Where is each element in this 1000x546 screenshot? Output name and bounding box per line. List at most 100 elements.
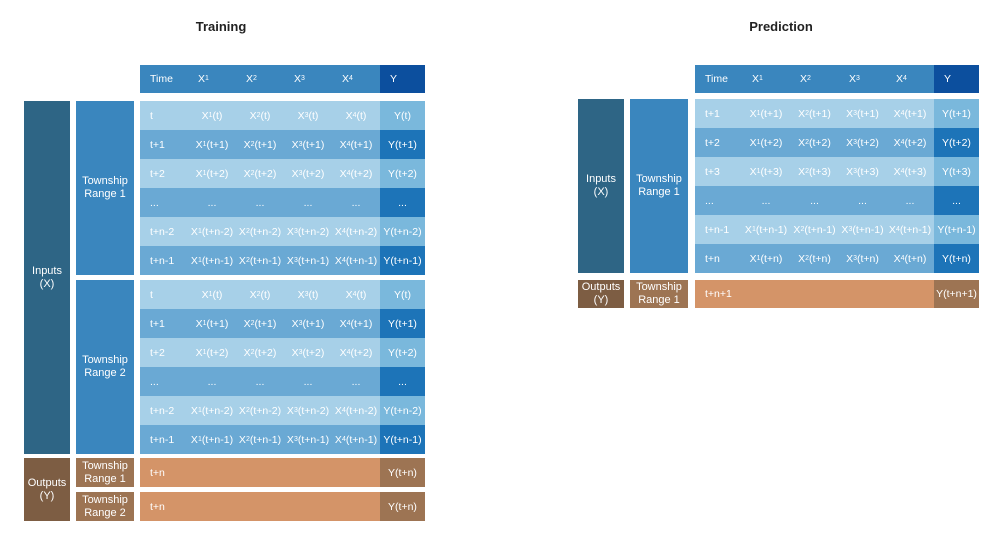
prediction-output-range-0: Township Range 1 [630, 280, 688, 308]
training-r1-row0-col5: Y(t) [380, 280, 425, 309]
prediction-r0-row3-col2: ... [790, 186, 839, 215]
prediction-r0-row4-col0: t+n-1 [695, 215, 742, 244]
prediction-r0-row5-col0: t+n [695, 244, 742, 273]
prediction-r0-row2-col4: X 4 (t+3) [886, 157, 934, 186]
training-r1-row3-col1: ... [188, 367, 236, 396]
prediction-r0-row3-col4: ... [886, 186, 934, 215]
training-r0-row2-col3: X 3 (t+2) [284, 159, 332, 188]
training-r0-row5-col2: X 2 (t+n-1) [236, 246, 284, 275]
prediction-r0-row2-col0: t+3 [695, 157, 742, 186]
training-r1-row3-col5: ... [380, 367, 425, 396]
prediction-r0-row2-col5: Y(t+3) [934, 157, 979, 186]
training-r0-row3-col2: ... [236, 188, 284, 217]
prediction-r0-row1-col3: X 3 (t+2) [839, 128, 886, 157]
training-r1-row2-col1: X 1 (t+2) [188, 338, 236, 367]
training-r1-row2-col4: X 4 (t+2) [332, 338, 380, 367]
prediction-r0-row2-col2: X 2 (t+3) [790, 157, 839, 186]
training-r1-row0-col0: t [140, 280, 188, 309]
prediction-r0-row0-col3: X 3 (t+1) [839, 99, 886, 128]
prediction-r0-row3-col1: ... [742, 186, 790, 215]
training-r0-row4-col5: Y(t+n-2) [380, 217, 425, 246]
prediction-r0-row1-col4: X 4 (t+2) [886, 128, 934, 157]
training-r1-row3-col0: ... [140, 367, 188, 396]
training-r1-row5-col3: X 3 (t+n-1) [284, 425, 332, 454]
training-r1-row1-col1: X 1 (t+1) [188, 309, 236, 338]
training-output-range-1: Township Range 2 [76, 492, 134, 521]
training-r0-row1-col1: X 1 (t+1) [188, 130, 236, 159]
training-r0-row4-col4: X 4 (t+n-2) [332, 217, 380, 246]
training-r0-row3-col5: ... [380, 188, 425, 217]
training-r0-row1-col3: X 3 (t+1) [284, 130, 332, 159]
prediction-title: Prediction [749, 19, 813, 34]
training-r1-row4-col2: X 2 (t+n-2) [236, 396, 284, 425]
prediction-r0-row0-col2: X 2 (t+1) [790, 99, 839, 128]
prediction-r0-row0-col4: X 4 (t+1) [886, 99, 934, 128]
prediction-range-label-0: Township Range 1 [630, 99, 688, 273]
training-r1-row4-col5: Y(t+n-2) [380, 396, 425, 425]
training-header-5: Y [380, 65, 425, 93]
training-r0-row3-col3: ... [284, 188, 332, 217]
training-r1-row1-col5: Y(t+1) [380, 309, 425, 338]
training-r0-row5-col0: t+n-1 [140, 246, 188, 275]
training-r1-row1-col2: X 2 (t+1) [236, 309, 284, 338]
prediction-r0-row0-col1: X 1 (t+1) [742, 99, 790, 128]
training-r1-row3-col3: ... [284, 367, 332, 396]
training-r0-row4-col2: X 2 (t+n-2) [236, 217, 284, 246]
prediction-r0-row2-col3: X 3 (t+3) [839, 157, 886, 186]
prediction-r0-row1-col1: X 1 (t+2) [742, 128, 790, 157]
prediction-r0-row4-col5: Y(t+n-1) [934, 215, 979, 244]
prediction-r0-row5-col1: X 1 (t+n) [742, 244, 790, 273]
training-r1-row5-col4: X 4 (t+n-1) [332, 425, 380, 454]
prediction-r0-row3-col5: ... [934, 186, 979, 215]
training-r1-row1-col3: X 3 (t+1) [284, 309, 332, 338]
training-r1-row0-col3: X 3 (t) [284, 280, 332, 309]
training-r0-row2-col2: X 2 (t+2) [236, 159, 284, 188]
training-inputs-label: Inputs (X) [24, 101, 70, 454]
training-r1-row4-col4: X 4 (t+n-2) [332, 396, 380, 425]
training-r1-row5-col2: X 2 (t+n-1) [236, 425, 284, 454]
prediction-r0-row1-col0: t+2 [695, 128, 742, 157]
training-r0-row1-col4: X 4 (t+1) [332, 130, 380, 159]
training-range-label-1: Township Range 2 [76, 280, 134, 454]
training-r1-row2-col0: t+2 [140, 338, 188, 367]
training-r1-row4-col3: X 3 (t+n-2) [284, 396, 332, 425]
training-r1-row3-col2: ... [236, 367, 284, 396]
training-r0-row0-col1: X 1 (t) [188, 101, 236, 130]
prediction-outputs-label: Outputs (Y) [578, 280, 624, 308]
prediction-r0-row4-col4: X 4 (t+n-1) [886, 215, 934, 244]
training-output-range-0: Township Range 1 [76, 458, 134, 487]
prediction-r0-row3-col0: ... [695, 186, 742, 215]
training-header-0: Time [140, 65, 188, 93]
training-r0-row4-col1: X 1 (t+n-2) [188, 217, 236, 246]
prediction-r0-row5-col3: X 3 (t+n) [839, 244, 886, 273]
training-r0-row4-col0: t+n-2 [140, 217, 188, 246]
prediction-header-5: Y [934, 65, 979, 93]
training-r0-row4-col3: X 3 (t+n-2) [284, 217, 332, 246]
prediction-header-0: Time [695, 65, 742, 93]
training-r1-row0-col4: X 4 (t) [332, 280, 380, 309]
training-r1-row2-col3: X 3 (t+2) [284, 338, 332, 367]
training-r0-row5-col3: X 3 (t+n-1) [284, 246, 332, 275]
training-r0-row2-col1: X 1 (t+2) [188, 159, 236, 188]
prediction-r0-row5-col5: Y(t+n) [934, 244, 979, 273]
training-r0-row0-col0: t [140, 101, 188, 130]
training-r0-row2-col5: Y(t+2) [380, 159, 425, 188]
training-outputs-label: Outputs (Y) [24, 458, 70, 521]
training-r0-row3-col0: ... [140, 188, 188, 217]
training-output-y-0: Y(t+n) [380, 458, 425, 487]
training-r0-row0-col2: X 2 (t) [236, 101, 284, 130]
prediction-r0-row1-col2: X 2 (t+2) [790, 128, 839, 157]
prediction-r0-row4-col3: X 3 (t+n-1) [839, 215, 886, 244]
prediction-output-y-0: Y(t+n+1) [934, 280, 979, 308]
prediction-inputs-label: Inputs (X) [578, 99, 624, 273]
training-r1-row5-col0: t+n-1 [140, 425, 188, 454]
training-range-label-0: Township Range 1 [76, 101, 134, 275]
